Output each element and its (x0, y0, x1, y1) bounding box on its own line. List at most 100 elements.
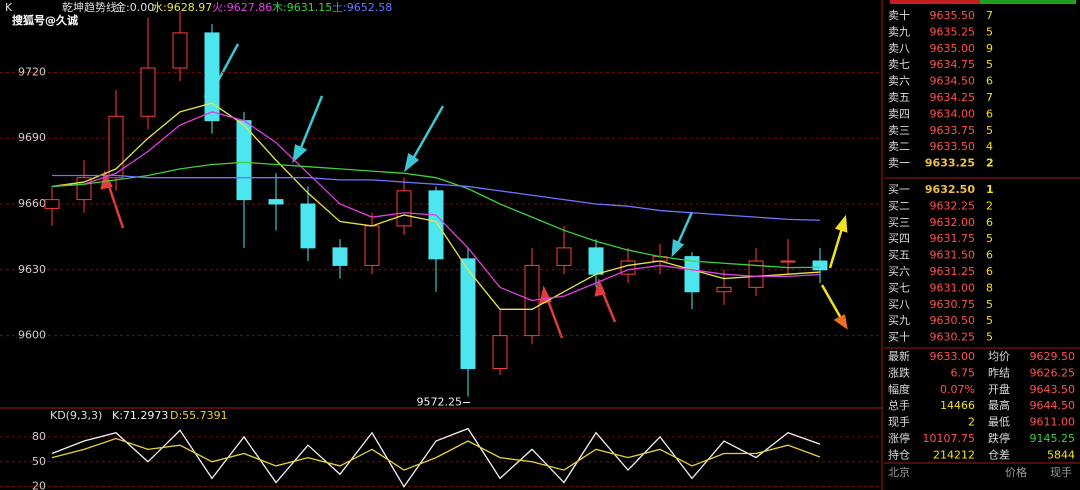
arrow (820, 284, 844, 321)
candle-body (556, 247, 572, 266)
y-tick-label: 80 (32, 430, 46, 443)
bid-label: 买九 (888, 314, 910, 327)
stat-value: 9626.25 (1030, 366, 1076, 379)
series-line (51, 111, 821, 302)
stat-value: 9611.00 (1030, 416, 1076, 429)
stat-label: 现手 (888, 415, 910, 429)
stat-value: 0.07% (940, 383, 975, 396)
stat-value: 214212 (933, 448, 975, 461)
stat-value: 10107.75 (923, 432, 976, 445)
bid-label: 买二 (888, 199, 910, 212)
chart-title: K (5, 1, 13, 14)
candle-body (332, 247, 348, 266)
ask-volume: 6 (986, 75, 993, 88)
stat-value: 9633.00 (930, 350, 976, 363)
arrow-head (833, 314, 848, 330)
bid-volume: 6 (986, 216, 993, 229)
candle-body (460, 258, 476, 370)
bid-price: 9632.25 (930, 199, 976, 212)
candle-body (236, 120, 252, 201)
bid-label: 买七 (888, 281, 910, 294)
series-line (52, 174, 821, 221)
ask-volume: 2 (986, 157, 994, 170)
candle-body (172, 32, 188, 69)
ask-volume: 7 (986, 9, 993, 22)
stat-label: 涨停 (888, 431, 910, 445)
bid-price: 9631.75 (930, 232, 976, 245)
arrow-head (671, 239, 685, 258)
y-tick-label: 9600 (18, 329, 46, 342)
ask-label: 卖九 (888, 25, 910, 38)
bid-volume: 6 (986, 249, 993, 262)
arrow-head (292, 144, 308, 164)
bid-price: 9631.25 (930, 265, 976, 278)
watermark: 搜狐号@久诚 (12, 13, 78, 27)
candle-body (812, 260, 828, 271)
series-line (51, 161, 821, 269)
ask-price: 9634.00 (930, 107, 976, 120)
ask-volume: 6 (986, 107, 993, 120)
candle-body (44, 199, 60, 209)
bid-volume: 8 (986, 281, 993, 294)
stat-label: 最新 (888, 349, 910, 363)
candle-body (140, 67, 156, 117)
arrow (828, 224, 845, 269)
ask-price: 9634.75 (930, 58, 976, 71)
ask-label: 卖六 (888, 75, 910, 88)
bid-label: 买十 (888, 330, 910, 344)
ask-volume: 5 (986, 124, 993, 137)
candle-body (684, 256, 700, 293)
bid-label: 买八 (888, 298, 910, 311)
ask-label: 卖三 (888, 124, 910, 137)
stat-value: 9145.25 (1030, 432, 1076, 445)
bid-volume: 1 (986, 183, 994, 196)
arrow (408, 105, 445, 165)
bid-price: 9631.50 (930, 249, 976, 262)
ask-volume: 9 (986, 42, 993, 55)
candle-body (588, 247, 604, 275)
arrow-head (594, 278, 606, 297)
ask-price: 9633.50 (930, 140, 976, 153)
stat-label: 总手 (888, 398, 910, 412)
bid-label: 买一 (888, 183, 910, 196)
legend-entry: 水:9628.97 (152, 1, 212, 14)
ask-volume: 5 (986, 25, 993, 38)
bid-label: 买四 (888, 232, 910, 245)
bid-label: 买三 (888, 216, 910, 229)
candle-body (780, 260, 796, 263)
ask-price: 9633.25 (925, 157, 975, 170)
arrow (296, 95, 324, 156)
bid-price: 9630.50 (930, 314, 976, 327)
candle-body (204, 32, 220, 122)
bid-ask-bar (890, 0, 980, 4)
stat-label: 持仓 (888, 447, 910, 461)
bid-price: 9630.25 (930, 331, 976, 344)
bid-price: 9631.00 (930, 281, 976, 294)
candle-body (300, 203, 316, 249)
ask-label: 卖四 (888, 107, 910, 120)
ask-price: 9634.25 (930, 91, 976, 104)
ask-price: 9633.75 (930, 124, 976, 137)
stat-label: 昨结 (988, 366, 1010, 379)
bid-price: 9632.50 (925, 183, 975, 196)
y-tick-label: 9660 (18, 197, 46, 210)
y-tick-label: 20 (32, 480, 46, 490)
ask-price: 9635.25 (930, 25, 976, 38)
ask-label: 卖七 (888, 58, 910, 71)
bid-volume: 2 (986, 199, 993, 212)
y-tick-label: 9690 (18, 131, 46, 144)
candle-body (364, 225, 380, 266)
legend-entry: 木:9631.15 (272, 1, 332, 14)
legend-entry: D:55.7391 (170, 409, 228, 422)
stat-value: 6.75 (951, 366, 976, 379)
stat-value: 5844 (1047, 448, 1075, 461)
bid-label: 买五 (888, 249, 910, 262)
bid-volume: 5 (986, 298, 993, 311)
ask-price: 9634.50 (930, 75, 976, 88)
arrows (100, 43, 848, 339)
legend-entry: 土:9652.58 (332, 1, 392, 14)
ask-volume: 5 (986, 58, 993, 71)
candle-body (76, 177, 92, 201)
series-line (51, 437, 821, 471)
